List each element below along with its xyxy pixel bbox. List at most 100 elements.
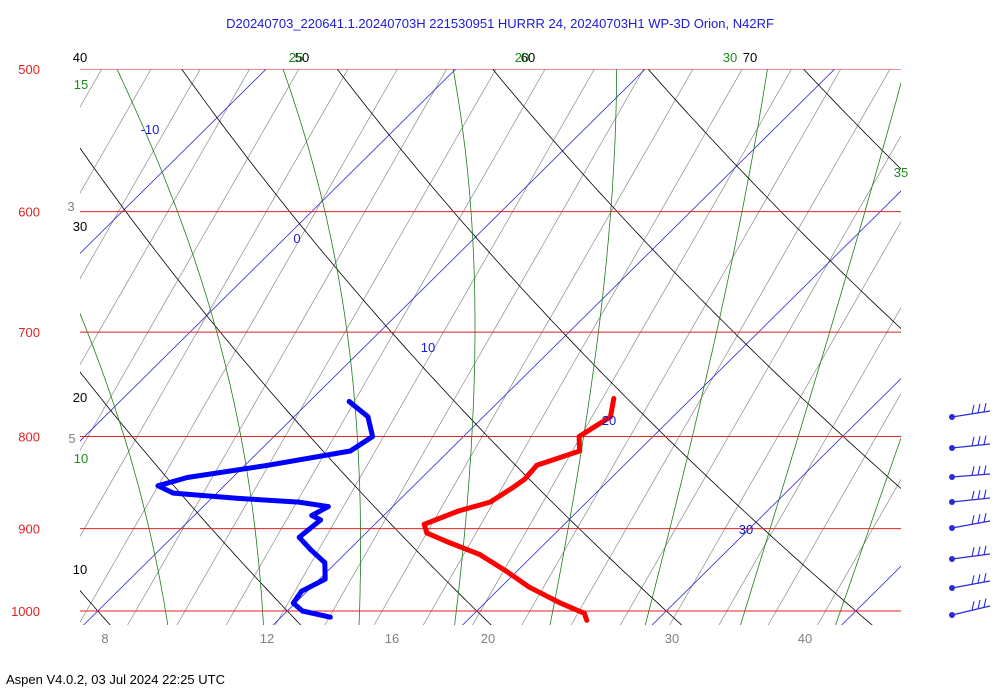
grid-lines — [0, 69, 901, 630]
wind-barb-shaft — [951, 520, 991, 529]
temperature-profile-point — [509, 486, 514, 491]
moist-adiabat-line — [116, 69, 264, 625]
mixing-ratio-line — [619, 135, 901, 625]
temperature-profile-point — [421, 521, 427, 527]
mixing-ratio-line — [80, 69, 250, 366]
temperature-profile-point — [581, 610, 587, 616]
temperature-profile-point — [577, 448, 583, 454]
chart-title: D20240703_220641.1.20240703H 221530951 H… — [226, 16, 774, 31]
wind-barb-shaft — [951, 410, 991, 418]
wind-barb-feather — [977, 574, 981, 584]
dewpoint-profile-point — [346, 399, 352, 404]
temperature-profile-point — [444, 539, 449, 544]
mixing-ratio-line — [0, 69, 3, 630]
isotherm-label: 10 — [421, 340, 435, 355]
wind-barb-feather — [971, 404, 975, 414]
mixing-ratio-label: 16 — [385, 631, 399, 646]
footer-version-date: Aspen V4.0.2, 03 Jul 2024 22:25 UTC — [6, 672, 225, 687]
temperature-profile-point — [503, 568, 509, 574]
dry-adiabat-line — [181, 69, 683, 625]
moist-adiabat-label: 25 — [289, 50, 303, 65]
mixing-ratio-label: 12 — [260, 631, 274, 646]
sounding-profiles — [155, 396, 617, 623]
moist-adiabat-label: 30 — [723, 50, 737, 65]
isotherm-label: 20 — [602, 413, 616, 428]
moist-adiabat-line — [644, 69, 768, 625]
dry-adiabat-line — [80, 371, 302, 625]
wind-barb — [949, 465, 991, 480]
moist-adiabat-line — [549, 69, 617, 625]
dry-adiabat-line — [80, 147, 492, 625]
temperature-profile-point — [608, 414, 613, 420]
wind-barb-feather — [977, 546, 981, 556]
mixing-ratio-line — [324, 69, 645, 625]
wind-barb-shaft — [951, 473, 991, 478]
mixing-ratio-line — [80, 69, 300, 452]
wind-barb-shaft — [951, 443, 991, 449]
wind-barb-feather — [971, 575, 975, 585]
wind-barb-feather — [971, 466, 975, 476]
dry-adiabat-label: 10 — [73, 562, 87, 577]
mixing-ratio-line — [373, 69, 694, 625]
mixing-ratio-line — [472, 69, 792, 625]
dewpoint-profile-point — [299, 588, 305, 594]
dewpoint-profile-point — [327, 614, 333, 620]
dewpoint-profile-point — [184, 475, 190, 480]
dewpoint-profile-point — [265, 462, 271, 468]
temperature-profile-point — [522, 476, 527, 482]
pressure-label: 500 — [18, 62, 40, 77]
wind-barb — [949, 572, 991, 591]
dry-adiabat-label: 50 — [295, 50, 309, 65]
temperature-profile-point — [584, 617, 590, 623]
wind-barb-feather — [983, 512, 987, 523]
mixing-ratio-line — [669, 221, 901, 625]
temperature-profile-point — [476, 551, 482, 557]
wind-barbs — [949, 402, 991, 618]
mixing-ratio-line — [127, 69, 448, 625]
dry-adiabat-line — [492, 69, 901, 490]
dry-adiabat-label: 30 — [73, 219, 87, 234]
mixing-ratio-label: 40 — [798, 631, 812, 646]
isotherm-line — [80, 69, 267, 254]
isotherm-line — [841, 565, 901, 625]
dewpoint-profile-point — [237, 496, 243, 501]
dry-adiabat-label: 40 — [73, 50, 87, 65]
wind-barb — [949, 435, 991, 451]
wind-barb-feather — [983, 435, 987, 445]
mixing-ratio-line — [718, 307, 901, 625]
wind-barb-feather — [983, 402, 987, 413]
moist-adiabat-line — [452, 69, 476, 625]
mixing-ratio-line — [767, 392, 901, 625]
dewpoint-profile-point — [296, 499, 302, 505]
wind-barb-feather — [977, 490, 981, 500]
mixing-ratio-line — [80, 69, 152, 194]
wind-barb-feather — [983, 545, 987, 555]
temperature-profile-point — [424, 530, 430, 536]
wind-barb-feather — [971, 601, 975, 611]
temperature-profile-point — [534, 462, 540, 468]
moist-adiabat-line — [80, 312, 169, 625]
dry-adiabat-line — [647, 69, 901, 330]
isotherm-label: 0 — [293, 231, 300, 246]
dewpoint-profile-point — [155, 483, 161, 489]
mixing-ratio-line — [570, 69, 891, 625]
dewpoint-profile-point — [296, 534, 302, 540]
mixing-ratio-label: 30 — [665, 631, 679, 646]
wind-barb-feather — [971, 547, 975, 557]
wind-barb-feather — [971, 436, 975, 447]
wind-barb-feather — [971, 515, 975, 525]
mixing-ratio-line — [80, 69, 398, 623]
pressure-label: 600 — [18, 205, 40, 220]
mixing-ratio-line — [80, 69, 349, 537]
dry-adiabat-label: 20 — [73, 390, 87, 405]
mixing-ratio-line — [422, 69, 743, 625]
wind-barb-feather — [977, 514, 981, 524]
isotherm-label: -10 — [141, 122, 160, 137]
wind-barb-feather — [983, 572, 987, 583]
pressure-label: 1000 — [11, 604, 40, 619]
pressure-label: 900 — [18, 522, 40, 537]
mixing-ratio-line — [80, 69, 103, 108]
isotherm-line — [80, 69, 457, 442]
dewpoint-profile-point — [365, 414, 371, 420]
wind-barb-feather — [983, 489, 987, 499]
